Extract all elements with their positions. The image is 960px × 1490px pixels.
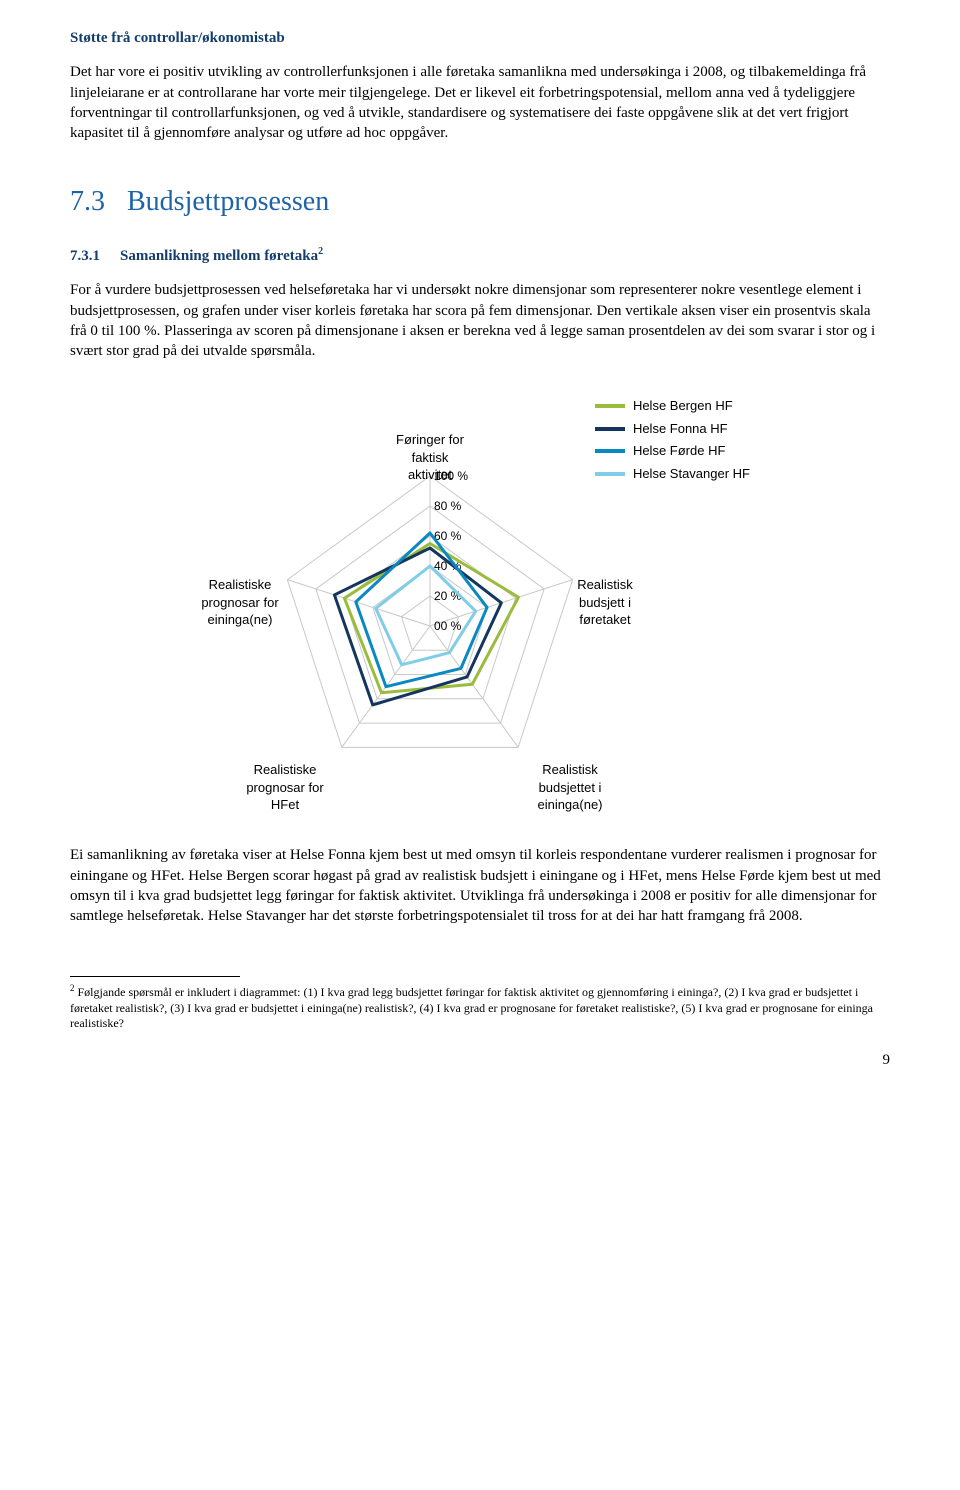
footnote-text: Følgjande spørsmål er inkludert i diagra… <box>70 985 873 1030</box>
legend-swatch <box>595 427 625 431</box>
radar-spoke <box>287 580 430 626</box>
legend-label: Helse Fonna HF <box>633 420 728 438</box>
radar-tick-label: 80 % <box>434 499 462 513</box>
legend-swatch <box>595 472 625 476</box>
legend-label: Helse Stavanger HF <box>633 465 750 483</box>
footnote: 2 Følgjande spørsmål er inkludert i diag… <box>70 983 890 1032</box>
paragraph-1: Det har vore ei positiv utvikling av con… <box>70 62 890 143</box>
chart-legend: Helse Bergen HF Helse Fonna HF Helse Før… <box>595 397 750 487</box>
radar-axis-label: Realistiskeprognosar forHFet <box>220 761 350 814</box>
footnote-number: 2 <box>70 983 75 993</box>
radar-axis-label: Realistiskbudsjett iføretaket <box>550 576 660 629</box>
page-number: 9 <box>70 1050 890 1070</box>
radar-tick-label: 60 % <box>434 529 462 543</box>
heading-7-3-1: 7.3.1 Samanlikning mellom føretaka2 <box>70 245 890 266</box>
radar-tick-label: 00 % <box>434 619 462 633</box>
radar-axis-label: Realistiskbudsjettet ieininga(ne) <box>505 761 635 814</box>
legend-row: Helse Fonna HF <box>595 420 750 438</box>
paragraph-3: Ei samanlikning av føretaka viser at Hel… <box>70 845 890 926</box>
section-title: Støtte frå controllar/økonomistab <box>70 28 890 48</box>
radar-chart: Helse Bergen HF Helse Fonna HF Helse Før… <box>200 391 760 811</box>
heading-text: Budsjettprosessen <box>127 186 329 217</box>
legend-swatch <box>595 449 625 453</box>
radar-axis-label: Realistiskeprognosar foreininga(ne) <box>180 576 300 629</box>
legend-row: Helse Stavanger HF <box>595 465 750 483</box>
legend-row: Helse Bergen HF <box>595 397 750 415</box>
legend-row: Helse Førde HF <box>595 442 750 460</box>
footnote-ref: 2 <box>318 246 323 257</box>
paragraph-2: For å vurdere budsjettprosessen ved hels… <box>70 280 890 361</box>
legend-label: Helse Bergen HF <box>633 397 733 415</box>
subheading-text: Samanlikning mellom føretaka <box>120 248 318 264</box>
footnote-separator <box>70 976 240 977</box>
heading-num: 7.3 <box>70 186 105 217</box>
radar-axis-label: Føringer forfaktiskaktivitet <box>370 431 490 484</box>
legend-swatch <box>595 404 625 408</box>
legend-label: Helse Førde HF <box>633 442 725 460</box>
radar-tick-label: 20 % <box>434 589 462 603</box>
heading-7-3: 7.3 Budsjettprosessen <box>70 183 890 221</box>
subheading-num: 7.3.1 <box>70 248 100 264</box>
